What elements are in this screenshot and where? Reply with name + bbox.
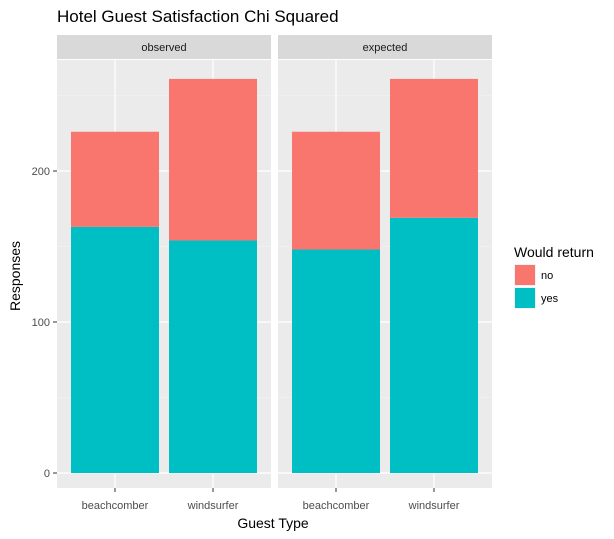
- bar-no-beachcomber: [71, 131, 159, 227]
- legend-label-yes: yes: [541, 293, 559, 305]
- x-tick-label: windsurfer: [408, 500, 460, 512]
- bar-yes-beachcomber: [71, 226, 159, 473]
- bar-no-windsurfer: [169, 78, 257, 241]
- x-tick-label: beachcomber: [303, 500, 370, 512]
- bar-yes-windsurfer: [169, 240, 257, 473]
- x-axis-title: Guest Type: [237, 515, 309, 531]
- facet-strip-label: expected: [363, 42, 408, 54]
- legend-label-no: no: [541, 270, 553, 282]
- legend-key-yes: [515, 288, 535, 308]
- bar-no-beachcomber: [292, 131, 380, 250]
- facet-panel-observed: observed beachcomber windsurfer: [57, 35, 271, 512]
- bar-yes-windsurfer: [390, 217, 478, 473]
- y-tick-label: 200: [32, 166, 50, 178]
- legend-key-no: [515, 265, 535, 285]
- bar-yes-beachcomber: [292, 249, 380, 473]
- y-axis-title: Responses: [7, 241, 23, 311]
- facet-strip-label: observed: [141, 42, 186, 54]
- facet-strip: [278, 35, 492, 59]
- facet-strip: [57, 35, 271, 59]
- facet-panel-expected: expected beachcomber windsurfer: [278, 35, 492, 512]
- legend-title: Would return: [514, 244, 594, 260]
- x-tick-label: beachcomber: [82, 500, 149, 512]
- facet-panels: observed beachcomber windsurfer expected bea…: [57, 35, 492, 512]
- y-axis: 0 100 200: [32, 166, 57, 480]
- legend: Would return no yes: [514, 244, 594, 309]
- y-tick-label: 0: [44, 468, 50, 480]
- x-tick-label: windsurfer: [187, 500, 239, 512]
- chart-title: Hotel Guest Satisfaction Chi Squared: [57, 7, 339, 26]
- bar-no-windsurfer: [390, 78, 478, 218]
- y-tick-label: 100: [32, 317, 50, 329]
